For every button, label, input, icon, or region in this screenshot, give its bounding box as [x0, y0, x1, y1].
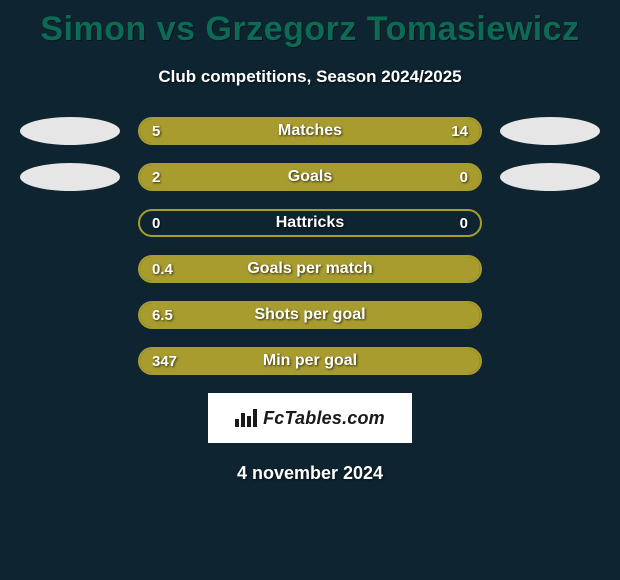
logo-text: FcTables.com [263, 408, 385, 429]
stat-bar: 0 0Hattricks [138, 209, 482, 237]
stat-bar-right-fill [229, 119, 480, 143]
stat-value-right: 0 [460, 211, 468, 235]
date-label: 4 november 2024 [0, 463, 620, 484]
stat-bar: 0.4Goals per match [138, 255, 482, 283]
player-left-oval [20, 117, 120, 145]
stat-value-left: 0 [152, 211, 160, 235]
page-title: Simon vs Grzegorz Tomasiewicz [0, 0, 620, 49]
player-right-oval [500, 117, 600, 145]
stat-bar-left-fill [140, 303, 480, 327]
stat-row: 514Matches [0, 117, 620, 145]
stat-row: 0 0Hattricks [0, 209, 620, 237]
stat-row: 0.4Goals per match [0, 255, 620, 283]
stat-bar: 347Min per goal [138, 347, 482, 375]
player-left-oval [20, 163, 120, 191]
player-right-oval [500, 163, 600, 191]
stat-bar-right-fill [415, 165, 480, 189]
fctables-logo: FcTables.com [208, 393, 412, 443]
stats-container: 514Matches 20Goals 0 0Hattricks 0.4Goals per… [0, 117, 620, 375]
stat-bar: 20Goals [138, 163, 482, 191]
stat-bar-left-fill [140, 349, 480, 373]
stat-bar-left-fill [140, 119, 229, 143]
stat-row: 6.5Shots per goal [0, 301, 620, 329]
bar-chart-icon [235, 409, 257, 427]
stat-bar-left-fill [140, 257, 480, 281]
stat-label: Hattricks [140, 211, 480, 235]
stat-row: 347Min per goal [0, 347, 620, 375]
stat-bar: 514Matches [138, 117, 482, 145]
stat-bar: 6.5Shots per goal [138, 301, 482, 329]
stat-row: 20Goals [0, 163, 620, 191]
subtitle: Club competitions, Season 2024/2025 [0, 67, 620, 87]
